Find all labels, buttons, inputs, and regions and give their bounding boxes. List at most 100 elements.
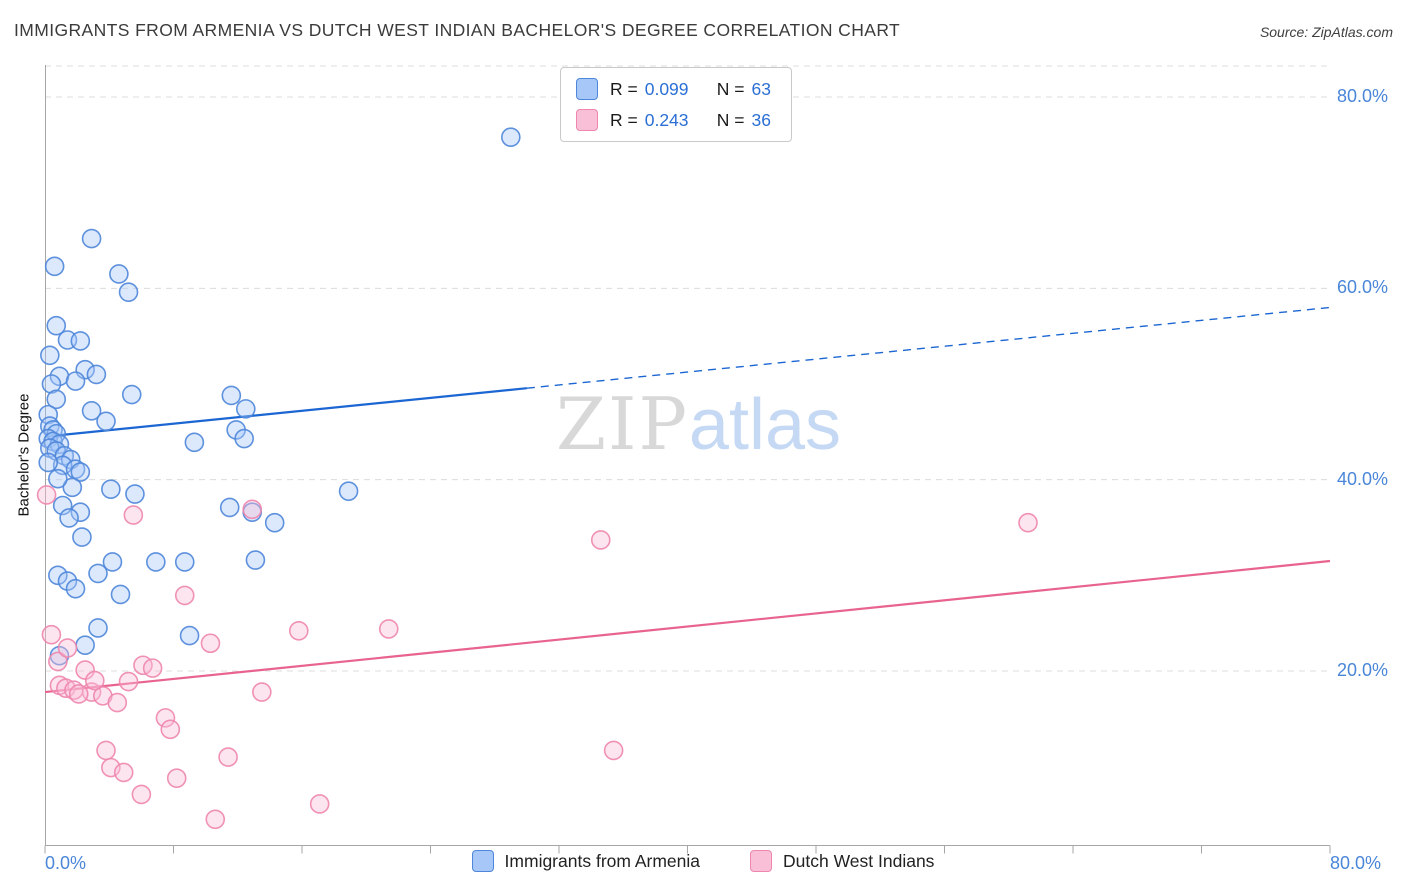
dutch-point — [113, 762, 134, 783]
armenia-point — [81, 228, 102, 249]
armenia-point — [96, 411, 116, 432]
armenia-point — [109, 264, 129, 284]
x-max-label: 80.0% — [1330, 853, 1382, 873]
dutch-point — [96, 740, 116, 761]
n-label: N = — [716, 109, 745, 130]
armenia-point — [110, 584, 131, 605]
legend-box: R = 0.099 N = 63 R = 0.243 N = 36 — [560, 67, 792, 142]
dutch-point — [603, 740, 624, 761]
dutch-point — [288, 621, 309, 641]
n-value: 63 — [751, 78, 771, 99]
armenia-point — [174, 552, 195, 572]
dutch-point — [309, 794, 330, 814]
trend-line-solid — [44, 559, 1331, 694]
r-value: 0.243 — [644, 109, 689, 130]
dutch-point — [57, 638, 78, 658]
armenia-point — [184, 432, 205, 453]
bottom-legend: Immigrants from Armenia Dutch West India… — [0, 850, 1406, 872]
gridlines — [45, 65, 1330, 672]
armenia-point — [48, 468, 68, 489]
armenia-point — [62, 477, 83, 498]
dutch-point — [166, 768, 187, 788]
dutch-point — [155, 708, 176, 728]
armenia-point — [81, 400, 102, 421]
armenia-point — [234, 428, 254, 449]
armenia-points — [38, 127, 521, 666]
armenia-point — [57, 571, 78, 591]
bottom-legend-label: Dutch West Indians — [783, 850, 935, 871]
dutch-point — [48, 651, 68, 672]
r-value: 0.099 — [644, 78, 689, 99]
armenia-point — [72, 527, 92, 547]
armenia-point — [118, 282, 139, 302]
bottom-legend-armenia: Immigrants from Armenia — [471, 850, 701, 872]
y-tick-label: 60.0% — [1337, 277, 1389, 298]
armenia-point — [38, 452, 59, 473]
dutch-point — [84, 670, 105, 691]
armenia-point — [121, 384, 142, 405]
dutch-point — [242, 499, 263, 520]
dutch-swatch — [576, 109, 598, 131]
source-label: Source: ZipAtlas.com — [1259, 24, 1393, 40]
armenia-point — [65, 371, 86, 391]
dutch-point — [378, 619, 399, 639]
armenia-point — [245, 550, 266, 570]
bottom-legend-label: Immigrants from Armenia — [504, 850, 701, 871]
page-title: IMMIGRANTS FROM ARMENIA VS DUTCH WEST IN… — [14, 20, 901, 40]
armenia-point — [146, 552, 166, 572]
n-label: N = — [716, 78, 745, 99]
bottom-legend-dutch: Dutch West Indians — [750, 850, 934, 872]
armenia-point — [48, 565, 68, 586]
dutch-points — [36, 485, 1038, 830]
legend-row-armenia: R = 0.099 N = 63 — [576, 78, 771, 100]
armenia-point — [52, 495, 73, 516]
armenia-point — [264, 512, 285, 533]
dutch-swatch — [750, 850, 773, 872]
trend-line-solid — [44, 387, 527, 438]
armenia-point — [88, 618, 108, 638]
dutch-point — [107, 692, 128, 713]
armenia-point — [70, 502, 91, 522]
armenia-swatch — [471, 850, 494, 872]
dutch-point — [252, 682, 272, 702]
armenia-point — [338, 481, 359, 501]
armenia-point — [65, 578, 86, 599]
dutch-point — [68, 684, 89, 704]
trend-lines — [44, 306, 1331, 694]
dutch-point — [590, 530, 611, 550]
dutch-point — [123, 505, 144, 525]
dutch-point — [200, 633, 221, 654]
dutch-point — [205, 809, 226, 830]
armenia-point — [219, 497, 240, 518]
x-axis-ticks — [44, 845, 1331, 854]
x-min-label: 0.0% — [45, 853, 87, 873]
armenia-point — [102, 552, 123, 572]
y-axis-title: Bachelor's Degree — [15, 393, 33, 517]
armenia-point — [88, 563, 108, 584]
armenia-point — [70, 331, 91, 351]
y-tick-label: 80.0% — [1337, 86, 1389, 106]
armenia-point — [46, 389, 67, 410]
armenia-point — [44, 256, 65, 277]
dutch-point — [1018, 512, 1038, 533]
n-value: 36 — [751, 109, 771, 130]
dutch-point — [174, 585, 195, 606]
armenia-point — [86, 364, 107, 385]
dutch-point — [142, 658, 163, 678]
armenia-point — [70, 462, 91, 482]
armenia-swatch — [576, 78, 598, 100]
armenia-point — [125, 484, 145, 504]
r-label: R = — [610, 78, 638, 99]
y-tick-label: 20.0% — [1337, 660, 1389, 680]
dutch-point — [160, 719, 181, 740]
armenia-point — [40, 345, 60, 366]
trend-line-dashed — [526, 306, 1331, 389]
r-label: R = — [610, 109, 638, 130]
y-tick-label: 40.0% — [1337, 468, 1389, 489]
armenia-point — [179, 625, 200, 646]
dutch-point — [131, 784, 152, 805]
armenia-point — [501, 127, 521, 147]
armenia-point — [101, 479, 121, 500]
armenia-point — [75, 635, 95, 655]
